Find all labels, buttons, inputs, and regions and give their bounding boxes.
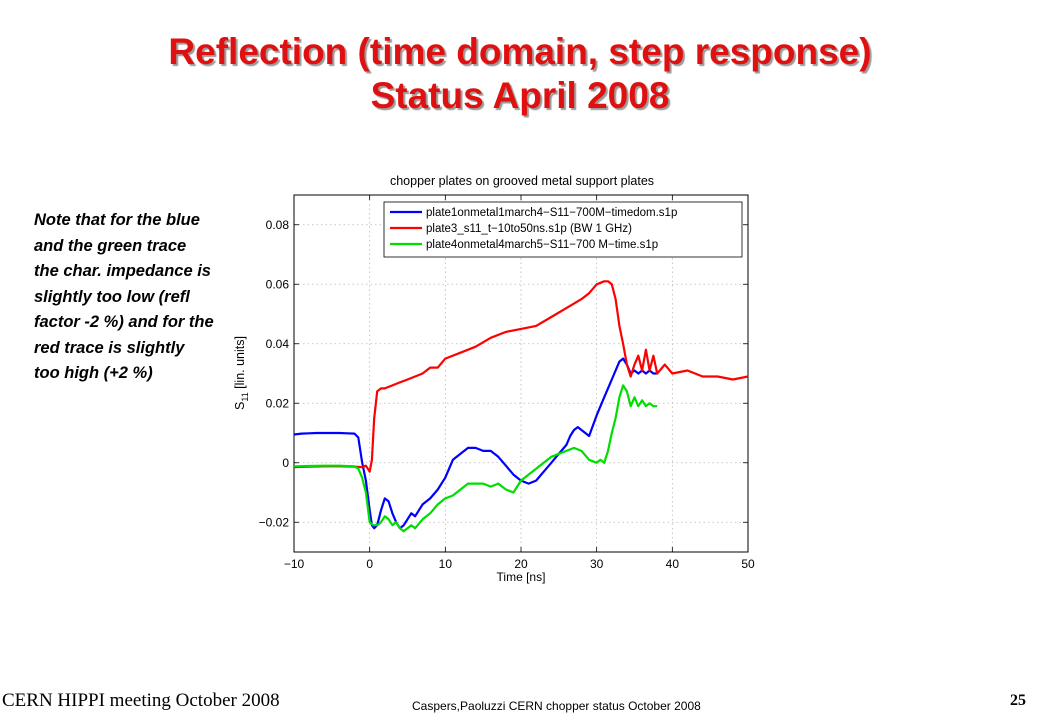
slide-title: Reflection (time domain, step response) … [0,30,1040,118]
series-line-3 [293,384,658,533]
legend-label-3: plate4onmetal4march5−S11−700 M−time.s1p [426,239,658,251]
chart: chopper plates on grooved metal support … [233,174,755,584]
series-line-2 [293,280,749,473]
x-tick-label: 20 [514,557,528,571]
x-axis-label: Time [ns] [497,570,546,584]
x-tick-label: 50 [741,557,755,571]
annotation-note: Note that for the blue and the green tra… [34,211,214,382]
y-tick-label: 0.02 [266,396,290,410]
y-axis-label-sub: 11 [240,392,250,401]
page-number: 25 [1010,692,1026,709]
y-tick-label: −0.02 [259,515,290,529]
x-tick-label: 0 [366,557,373,571]
legend-label-1: plate1onmetal1march4−S11−700M−timedom.s1… [426,207,677,219]
slide-title-line1: Reflection (time domain, step response) [168,31,872,72]
x-tick-label: 10 [439,557,453,571]
legend-label-2: plate3_s11_t−10to50ns.s1p (BW 1 GHz) [426,223,632,235]
ticks-layer: −10 0 10 20 30 40 50 −0.02 0 0.02 0.04 0.06 0.08 [259,195,755,571]
legend: plate1onmetal1march4−S11−700M−timedom.s1… [383,201,743,258]
x-tick-label: −10 [284,557,305,571]
y-axis-label-rest: [lin. units] [233,336,247,392]
slide-title-line2: Status April 2008 [370,75,670,116]
series-line-1 [293,357,658,530]
legend-box [383,201,743,258]
series-layer [293,280,749,533]
y-tick-label: 0 [282,456,289,470]
y-axis-label-main: S [233,402,247,410]
x-tick-label: 40 [666,557,680,571]
y-tick-label: 0.04 [266,337,290,351]
y-tick-label: 0.06 [266,277,290,291]
y-tick-label: 0.08 [266,218,290,232]
footer-meeting: CERN HIPPI meeting October 2008 [2,690,280,711]
y-axis-label: S11 [lin. units] [233,336,250,410]
x-tick-label: 30 [590,557,604,571]
footer-authors: Caspers,Paoluzzi CERN chopper status Oct… [412,699,701,713]
chart-title: chopper plates on grooved metal support … [390,174,654,188]
